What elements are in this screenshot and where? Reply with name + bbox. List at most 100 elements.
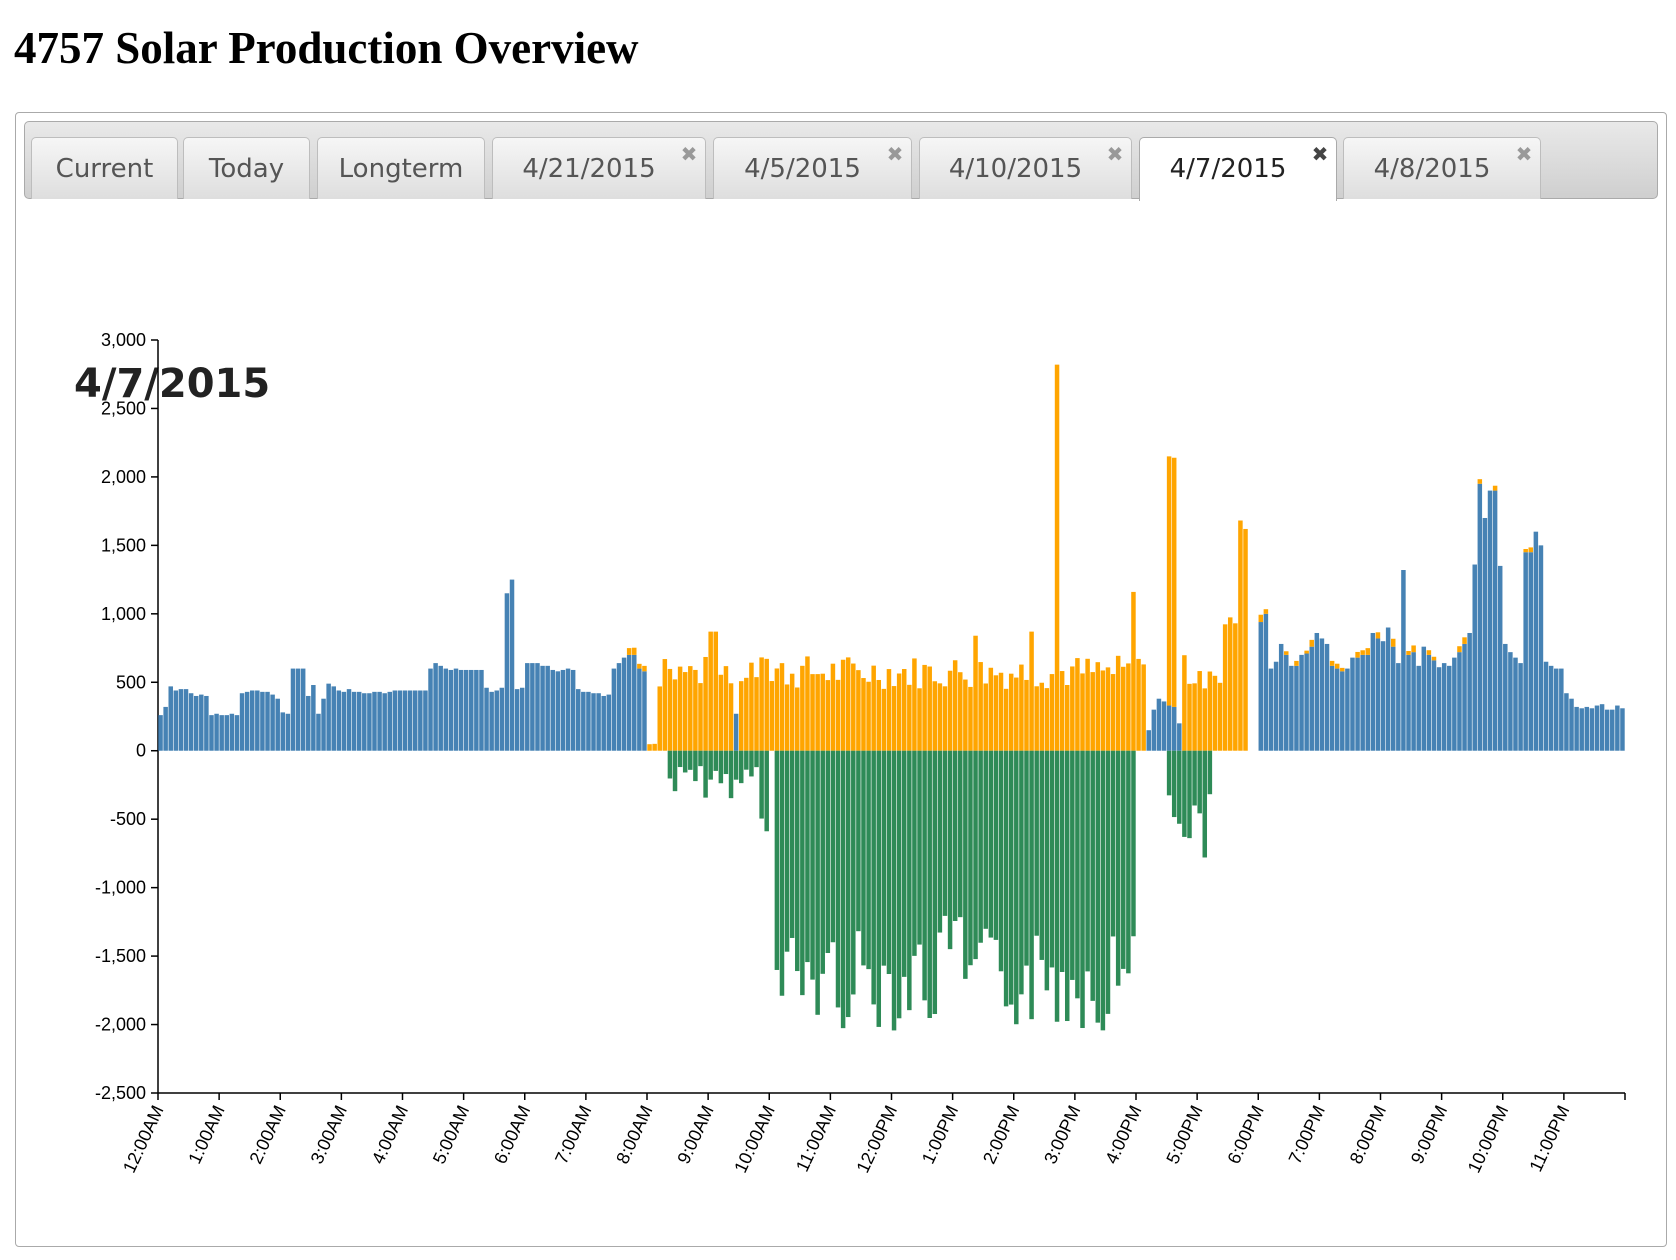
bar-green (820, 750, 825, 974)
x-tick-label: 1:00PM (918, 1102, 962, 1167)
x-tick-label: 4:00PM (1101, 1102, 1145, 1167)
bar-orange (866, 681, 871, 751)
bar-orange (774, 668, 780, 751)
bar-orange (1492, 485, 1498, 491)
bar-green (856, 750, 861, 932)
bar-green (1171, 750, 1177, 818)
bar-orange (1090, 672, 1095, 751)
bar-blue (1503, 643, 1508, 751)
bar-orange (632, 647, 637, 655)
tab-4-8-2015[interactable]: 4/8/2015 ✖ (1343, 137, 1541, 199)
bar-blue (1375, 638, 1381, 751)
bar-green (682, 750, 688, 773)
bar-orange (1462, 637, 1467, 644)
bar-blue (1533, 531, 1539, 751)
bar-blue (306, 695, 311, 751)
bar-blue (158, 715, 163, 751)
x-axis: 12:00AM 1:00AM 2:00AM 3:00AM 4:00AM 5:00AM 6:0… (119, 1092, 1626, 1176)
bar-blue (1436, 667, 1442, 751)
bar-orange (713, 631, 719, 751)
bar-blue (1370, 632, 1376, 751)
bar-blue (1615, 705, 1620, 751)
bar-blue (494, 690, 499, 751)
bar-blue (469, 669, 474, 751)
bar-green (891, 750, 897, 1031)
bar-orange (922, 664, 927, 751)
x-tick-label: 12:00AM (119, 1102, 168, 1176)
bar-orange (642, 665, 647, 672)
bar-blue (509, 579, 515, 751)
bar-green (907, 750, 912, 1011)
bar-blue (372, 691, 377, 751)
tab-4-10-2015[interactable]: 4/10/2015 ✖ (919, 137, 1132, 199)
bar-blue (1482, 517, 1488, 751)
bar-blue (1523, 552, 1528, 751)
tab-longterm[interactable]: Longterm (317, 137, 485, 199)
bar-blue (1543, 661, 1549, 751)
bar-blue (1268, 668, 1274, 751)
bar-green (1070, 750, 1075, 980)
close-icon[interactable]: ✖ (680, 142, 698, 166)
bar-orange (754, 677, 759, 751)
tab-current[interactable]: Current (31, 137, 178, 199)
bar-orange (861, 678, 866, 751)
bar-orange (978, 662, 983, 751)
tab-4-7-2015[interactable]: 4/7/2015 ✖ (1139, 137, 1337, 201)
tab-today[interactable]: Today (183, 137, 310, 199)
bar-blue (1518, 663, 1523, 751)
bar-orange (1263, 609, 1269, 614)
x-tick-label: 12:00PM (853, 1102, 902, 1176)
bar-blue (397, 690, 403, 751)
bar-green (932, 750, 938, 1014)
close-icon[interactable]: ✖ (1106, 142, 1124, 166)
close-icon[interactable]: ✖ (886, 142, 904, 166)
bar-orange (1070, 666, 1075, 751)
tab-4-21-2015[interactable]: 4/21/2015 ✖ (492, 137, 706, 199)
bar-blue (209, 715, 214, 751)
bar-blue (550, 669, 556, 751)
bar-blue (1385, 627, 1391, 751)
bar-orange (1528, 547, 1534, 553)
bar-blue (224, 715, 230, 751)
x-tick-label: 4:00AM (368, 1102, 412, 1167)
bar-blue (199, 694, 204, 751)
close-icon[interactable]: ✖ (1311, 142, 1329, 166)
bar-orange (1008, 673, 1014, 751)
bar-orange (983, 683, 988, 751)
bar-blue (229, 713, 235, 751)
bar-blue (1620, 708, 1625, 751)
bar-green (968, 750, 973, 966)
bar-blue (545, 665, 550, 751)
bar-green (738, 750, 744, 784)
bar-orange (1049, 674, 1055, 751)
bar-blue (188, 693, 194, 751)
bar-orange (1304, 650, 1309, 654)
bar-blue (1548, 665, 1554, 751)
close-icon[interactable]: ✖ (1515, 142, 1533, 166)
bar-blue (265, 691, 270, 751)
bar-orange (1166, 456, 1172, 706)
bar-orange (912, 658, 917, 751)
bar-blue (321, 698, 326, 751)
bar-green (876, 750, 882, 1027)
bar-orange (1233, 623, 1238, 751)
tab-bar: Current Today Longterm 4/21/2015 ✖ 4/5/2015 ✖ 4… (24, 121, 1658, 201)
bar-blue (275, 698, 280, 751)
tab-4-5-2015[interactable]: 4/5/2015 ✖ (713, 137, 912, 199)
bar-orange (998, 672, 1004, 751)
bar-orange (947, 670, 953, 751)
bar-orange (815, 674, 820, 751)
y-tick-label: 2,000 (101, 467, 146, 487)
bar-orange (1238, 520, 1243, 751)
bar-orange (942, 686, 948, 751)
bar-blue (1604, 709, 1610, 751)
bar-blue (336, 690, 342, 751)
bar-orange (968, 686, 973, 751)
bar-blue (1166, 705, 1172, 751)
bar-green (830, 750, 836, 943)
bar-orange (647, 744, 652, 751)
bar-orange (744, 677, 749, 751)
bar-orange (1136, 658, 1141, 751)
bar-green (861, 750, 866, 966)
bar-orange (1365, 648, 1371, 655)
